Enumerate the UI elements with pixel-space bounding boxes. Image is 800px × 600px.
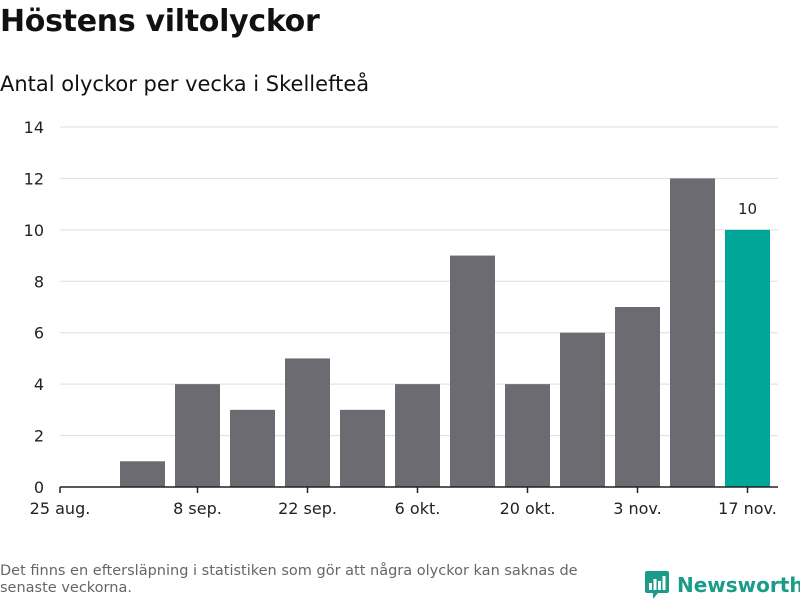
x-tick-label: 3 nov.	[613, 499, 662, 518]
chart-title: Höstens viltolyckor	[0, 4, 320, 39]
data-label: 10	[738, 200, 757, 218]
x-tick-label: 20 okt.	[500, 499, 556, 518]
y-tick-label: 4	[34, 375, 44, 394]
bar	[285, 358, 330, 487]
bar	[395, 384, 440, 487]
x-tick-label: 25 aug.	[30, 499, 91, 518]
bar	[670, 178, 715, 487]
y-tick-label: 0	[34, 478, 44, 497]
x-tick-label: 6 okt.	[395, 499, 441, 518]
bar	[560, 332, 605, 487]
footnote: Det finns en eftersläpning i statistiken…	[0, 563, 578, 596]
x-tick-label: 22 sep.	[278, 499, 337, 518]
bar	[725, 229, 770, 487]
y-tick-label: 6	[34, 324, 44, 343]
y-tick-label: 12	[24, 169, 44, 188]
bar-chart-speech-bubble-icon	[645, 571, 669, 599]
y-tick-label: 10	[24, 221, 44, 240]
brand-name: Newsworthy	[677, 573, 800, 597]
bar	[615, 307, 660, 487]
y-tick-label: 8	[34, 272, 44, 291]
x-axis	[59, 486, 778, 493]
tick-labels: 0 2 4 6 8 10 12 14 10 25 aug. 8 sep. 22 sep. 6 okt. 2…	[24, 118, 777, 518]
x-tick-label: 17 nov.	[718, 499, 777, 518]
bar	[340, 409, 385, 487]
bars	[120, 178, 770, 487]
bar	[120, 461, 165, 487]
newsworthy-logo[interactable]: Newsworthy	[644, 570, 800, 600]
bar	[505, 384, 550, 487]
bar	[175, 384, 220, 487]
y-tick-label: 2	[34, 427, 44, 446]
x-tick-label: 8 sep.	[173, 499, 222, 518]
bar	[450, 255, 495, 487]
bar-chart: 0 2 4 6 8 10 12 14 10 25 aug. 8 sep. 22 sep. 6 okt. 2…	[24, 118, 778, 518]
chart-subtitle: Antal olyckor per vecka i Skellefteå	[0, 72, 370, 96]
bar	[230, 409, 275, 487]
y-tick-label: 14	[24, 118, 44, 137]
